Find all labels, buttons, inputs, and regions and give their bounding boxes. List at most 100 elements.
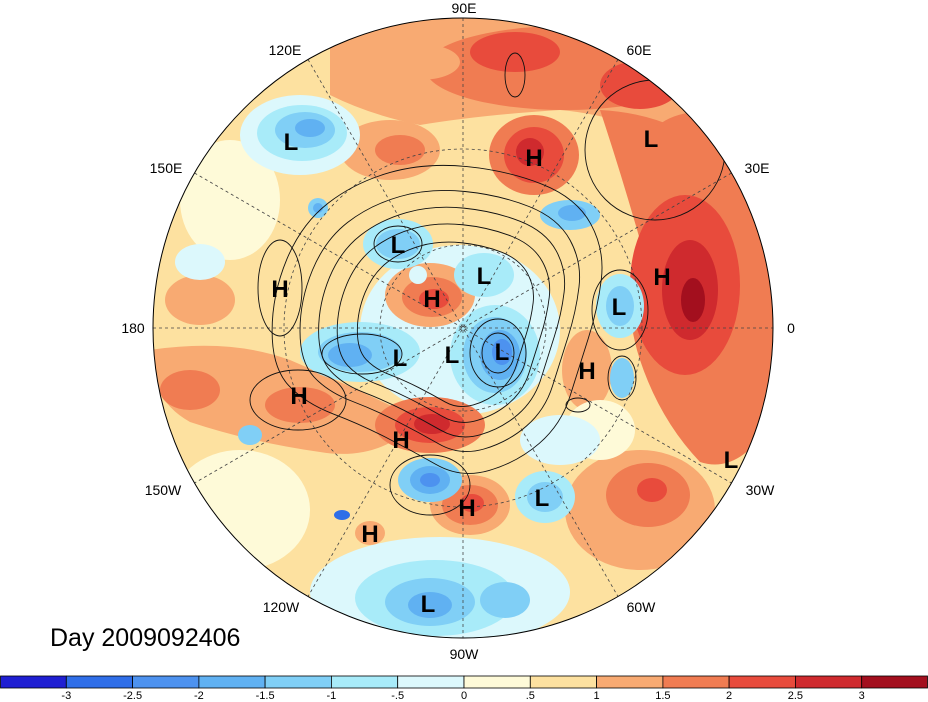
- pressure-center-label: L: [477, 263, 492, 290]
- anomaly-patch: [480, 582, 530, 618]
- pressure-center-label: L: [284, 129, 299, 156]
- meridian-line: [194, 172, 732, 484]
- pressure-center-label: H: [271, 276, 288, 303]
- anomaly-patch: [375, 135, 425, 165]
- anomaly-patch: [562, 330, 612, 410]
- contour-line: [481, 332, 515, 374]
- pressure-center-label: L: [724, 447, 739, 474]
- colorbar-tick-label: -2: [194, 690, 204, 702]
- contour-line: [373, 225, 423, 263]
- colorbar-tick-label: -1.5: [256, 690, 275, 702]
- contour-line: [591, 269, 649, 351]
- figure-title: Day 2009092406: [50, 624, 240, 652]
- anomaly-patch: [238, 425, 262, 445]
- pressure-center-label: L: [421, 591, 436, 618]
- anomaly-patch: [160, 370, 220, 410]
- pressure-center-label: H: [290, 383, 307, 410]
- contour-line: [389, 454, 471, 516]
- anomaly-patch: [645, 112, 755, 188]
- contour-line: [257, 239, 303, 337]
- pressure-center-label: H: [525, 145, 542, 172]
- anomaly-patch: [175, 244, 225, 280]
- colorbar-box: [463, 675, 531, 689]
- colorbar-tick-label: -2.5: [123, 690, 142, 702]
- anomaly-patch: [600, 61, 680, 109]
- anomaly-patch: [637, 478, 667, 502]
- colorbar-box: [728, 675, 796, 689]
- colorbar-tick-label: -1: [327, 690, 337, 702]
- anomaly-patch: [170, 450, 310, 570]
- anomaly-patch: [165, 275, 235, 325]
- contour-line: [321, 333, 403, 375]
- anomaly-patch: [295, 119, 325, 137]
- colorbar-tick-label: .5: [526, 690, 535, 702]
- anomaly-patch: [492, 339, 512, 365]
- contour-line: [319, 207, 565, 437]
- anomaly-field: [153, 18, 773, 638]
- pressure-center-label: H: [458, 495, 475, 522]
- anomaly-patch: [610, 358, 634, 398]
- colorbar-box: [529, 675, 597, 689]
- contour-line: [565, 397, 591, 413]
- anomaly-patch: [376, 229, 420, 259]
- anomaly-patch: [558, 205, 586, 221]
- longitude-label-90w: 90W: [450, 646, 480, 662]
- contour-line: [300, 190, 580, 451]
- anomaly-patch: [470, 32, 560, 72]
- longitude-label-30e: 30E: [745, 160, 770, 176]
- longitude-label-120w: 120W: [263, 599, 300, 615]
- anomaly-patch: [414, 414, 450, 434]
- colorbar-tick-label: 1: [594, 690, 600, 702]
- pressure-center-label: H: [653, 264, 670, 291]
- colorbar-box: [264, 675, 332, 689]
- meridian-line: [307, 59, 619, 597]
- anomaly-patch: [334, 510, 350, 520]
- colorbar-box: [65, 675, 134, 689]
- meridian-line: [307, 59, 619, 597]
- pressure-center-label: L: [391, 232, 406, 259]
- longitude-label-120e: 120E: [269, 42, 302, 58]
- pressure-center-label: H: [361, 521, 378, 548]
- pressure-center-label: L: [612, 294, 627, 321]
- contour-lines: [249, 52, 726, 516]
- pressure-center-label: L: [393, 345, 408, 372]
- anomaly-patch: [380, 44, 460, 80]
- anomaly-patch: [420, 473, 440, 487]
- colorbar-box: [596, 675, 664, 689]
- map-boundary: [152, 17, 774, 639]
- contour-line: [249, 369, 347, 431]
- meridian-line: [194, 172, 732, 484]
- contour-line: [272, 165, 602, 473]
- colorbar-box: [198, 675, 266, 689]
- longitude-label-90e: 90E: [452, 0, 477, 16]
- pressure-center-label: H: [423, 286, 440, 313]
- longitude-label-150w: 150W: [145, 482, 182, 498]
- colorbar-tick-label: 1.5: [655, 690, 670, 702]
- anomaly-patch: [180, 140, 280, 260]
- colorbar-tick-label: 2: [726, 690, 732, 702]
- anomaly-patch: [419, 289, 449, 309]
- longitude-labels: 90E 60E 30E 0 30W 60W 90W 120W 150W 180 …: [121, 0, 795, 662]
- pressure-center-labels: L L H L L H H H L L L L H H H L L H H L: [271, 126, 738, 618]
- pressure-center-label: H: [392, 427, 409, 454]
- latitude-circle: [283, 148, 643, 508]
- anomaly-patch: [606, 286, 634, 326]
- colorbar-box: [132, 675, 200, 689]
- colorbar-tick-label: 2.5: [788, 690, 803, 702]
- longitude-label-0: 0: [787, 320, 795, 336]
- longitude-label-60w: 60W: [627, 599, 657, 615]
- colorbar-box: [795, 675, 863, 689]
- anomaly-patch: [313, 203, 323, 213]
- contour-line: [469, 318, 527, 388]
- colorbar-tick-label: -3: [61, 690, 71, 702]
- anomaly-patch: [355, 521, 385, 545]
- colorbar-box: [330, 675, 399, 689]
- contour-line: [337, 224, 549, 422]
- colorbar-tick-label: 3: [859, 690, 865, 702]
- anomaly-patch: [527, 482, 563, 512]
- colorbar-tick-label: -.5: [391, 690, 404, 702]
- anomaly-patch: [408, 592, 452, 618]
- longitude-label-150e: 150E: [150, 160, 183, 176]
- contour-line: [607, 355, 637, 401]
